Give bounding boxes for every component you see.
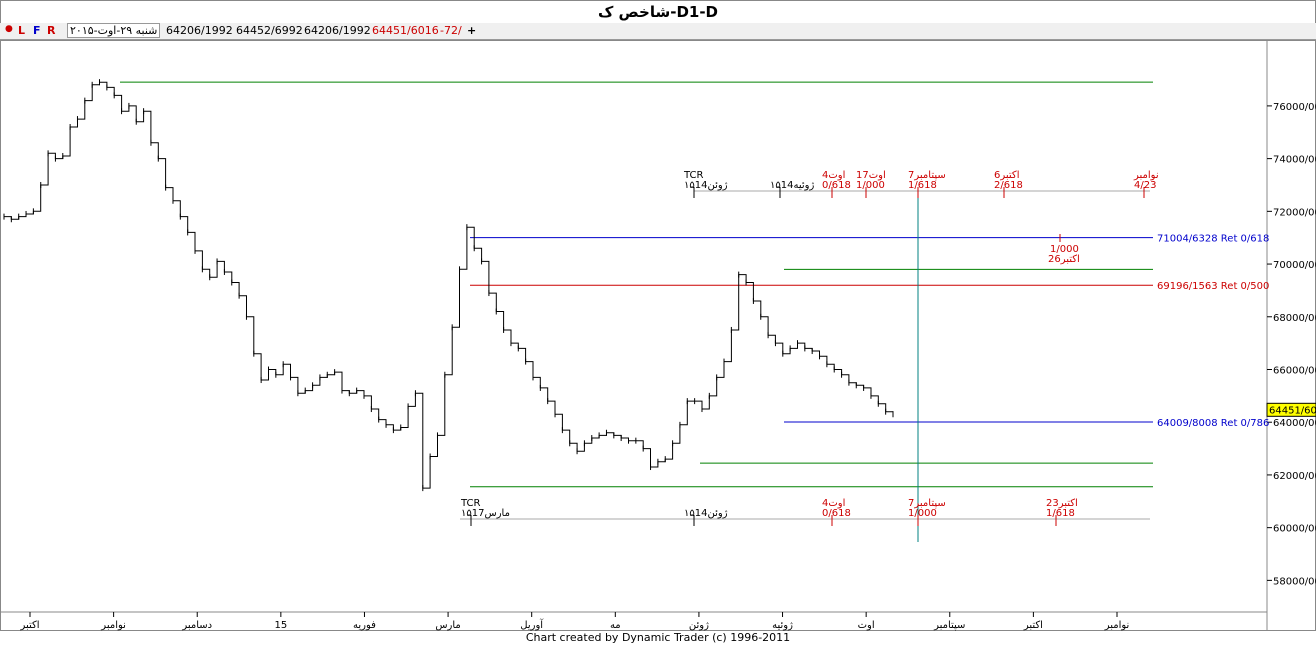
top-marker-label-a: نوامبر (1133, 170, 1159, 181)
date-field[interactable]: شنبه ۲۹-اوت-۲۰۱۵ (67, 23, 161, 38)
oct26-label-a: 1/000 (1050, 244, 1079, 255)
top-marker-label-a: 6اکتبر (994, 170, 1019, 181)
change-value: -72/ (440, 24, 462, 37)
low-value: 64206/1992 (304, 24, 371, 37)
top-marker-label-b: 4/23 (1134, 180, 1156, 191)
top-marker-label-b: 1/618 (908, 180, 937, 191)
current-price-label: 64451/601 (1269, 405, 1316, 416)
x-tick-label: اکتبر (1023, 620, 1043, 631)
bottom-marker-label-a: 4اوت (822, 498, 845, 509)
x-tick-label: ژوئن (689, 620, 709, 631)
x-tick-label: دسامبر (181, 620, 212, 631)
top-marker-label-a: 4اوت (822, 170, 845, 181)
r-button[interactable]: R (47, 24, 56, 37)
chart-credit: Chart created by Dynamic Trader (c) 1996… (525, 631, 791, 644)
x-tick-label: مارس (435, 620, 460, 631)
y-tick-label: 66000/000 (1273, 365, 1316, 376)
top-marker-label-b: 1/000 (856, 180, 885, 191)
x-tick-label: 15 (274, 620, 287, 631)
x-tick-label: نوامبر (100, 620, 126, 631)
current-price-tag (1266, 402, 1316, 417)
bottom-marker-label-b: ۱۵مارس17 (461, 508, 510, 519)
x-tick-label: نوامبر (1104, 620, 1130, 631)
top-marker-label-a: 17اوت (856, 170, 886, 181)
price-chart[interactable]: 76000/000 74000/000 72000/000 70000/000 6800… (0, 40, 1316, 631)
x-tick-label: فوریه (353, 620, 376, 631)
plus-icon[interactable]: + (467, 24, 477, 37)
level-label: 64009/8008 Ret 0/786 (1157, 418, 1269, 429)
top-marker-label-a: TCR (683, 170, 704, 181)
open-value: 64206/1992 (166, 24, 233, 37)
bottom-marker-label-b: 1/618 (1046, 508, 1075, 519)
bottom-marker-label-b: ۱۵ژوئن14 (684, 508, 728, 519)
last-value: 64451/6016 (372, 24, 439, 37)
window-title: شاخص ک-D1-D (597, 3, 719, 21)
chart-frame (0, 40, 1316, 631)
bottom-marker-label-a: TCR (460, 498, 481, 509)
y-tick-label: 58000/000 (1273, 576, 1316, 587)
info-toolbar: ● L F R شنبه ۲۹-اوت-۲۰۱۵ 64206/1992 6445… (0, 23, 1316, 40)
x-tick-label: اکتبر (19, 620, 39, 631)
bottom-marker-label-a: 7سپتامبر (908, 498, 946, 509)
y-tick-label: 64000/000 (1273, 418, 1316, 429)
y-tick-label: 72000/000 (1273, 207, 1316, 218)
top-marker-label-b: ۱۵ژوئیه14 (770, 180, 814, 191)
high-value: 64452/6992 (236, 24, 303, 37)
y-tick-label: 62000/000 (1273, 471, 1316, 482)
x-tick-label: سپتامبر (933, 620, 965, 631)
y-tick-label: 70000/000 (1273, 260, 1316, 271)
y-tick-label: 60000/000 (1273, 524, 1316, 535)
top-marker-label-b: ۱۵ژوئن14 (684, 180, 728, 191)
x-tick-label: ژوئیه (772, 620, 793, 631)
x-tick-label: مه (610, 620, 621, 631)
level-label: 69196/1563 Ret 0/500 (1157, 281, 1269, 292)
l-button[interactable]: L (18, 24, 26, 37)
status-dot-icon: ● (5, 24, 13, 34)
y-tick-label: 74000/000 (1273, 155, 1316, 166)
f-button[interactable]: F (33, 24, 41, 37)
top-marker-label-a: 7سپتامبر (908, 170, 946, 181)
top-marker-label-b: 2/618 (994, 180, 1023, 191)
window-title-bar: شاخص ک-D1-D (0, 0, 1316, 24)
x-tick-label: اوت (858, 620, 875, 631)
x-tick-label: آوریل (520, 618, 544, 631)
level-label: 71004/6328 Ret 0/618 (1157, 234, 1269, 245)
top-marker-label-b: 0/618 (822, 180, 851, 191)
y-tick-label: 76000/000 (1273, 102, 1316, 113)
y-tick-label: 68000/000 (1273, 313, 1316, 324)
bottom-marker-label-b: 0/618 (822, 508, 851, 519)
oct26-label-b: 26اکتبر (1048, 254, 1080, 265)
bottom-marker-label-b: 1/000 (908, 508, 937, 519)
bottom-marker-label-a: 23اکتبر (1046, 498, 1078, 509)
chart-area[interactable]: 76000/000 74000/000 72000/000 70000/000 6800… (0, 40, 1316, 646)
